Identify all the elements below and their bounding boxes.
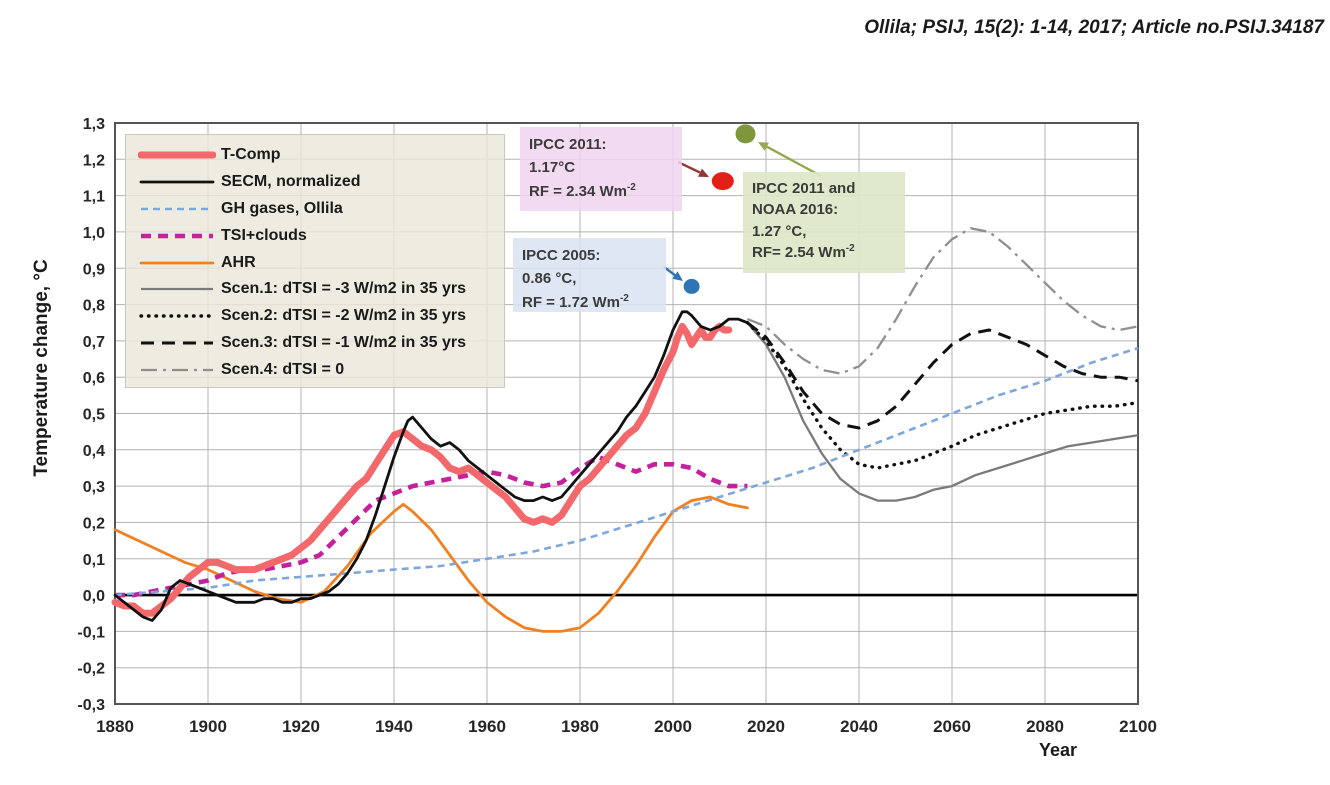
annotation-line: RF = 2.34 Wm-2 bbox=[529, 181, 636, 200]
x-tick-label: 2100 bbox=[1119, 717, 1157, 736]
annotation-line: 1.17°C bbox=[529, 159, 576, 177]
legend-item-scen-1-dtsi-3-w-m2-in-35-yrs: Scen.1: dTSI = -3 W/m2 in 35 yrs bbox=[138, 276, 504, 303]
x-tick-label: 2060 bbox=[933, 717, 971, 736]
legend-item-ahr: AHR bbox=[138, 249, 504, 276]
annotation-line: RF = 1.72 Wm-2 bbox=[522, 292, 629, 311]
x-tick-label: 2080 bbox=[1026, 717, 1064, 736]
annotation-line: RF= 2.54 Wm-2 bbox=[752, 242, 855, 261]
legend-item-scen-2-dtsi-2-w-m2-in-35-yrs: Scen.2: dTSI = -2 W/m2 in 35 yrs bbox=[138, 303, 504, 330]
legend-item-scen-4-dtsi-0: Scen.4: dTSI = 0 bbox=[138, 356, 504, 383]
y-tick-label: 0,9 bbox=[83, 261, 105, 278]
x-tick-label: 2020 bbox=[747, 717, 785, 736]
superscript: -2 bbox=[626, 181, 636, 193]
legend: T-Comp SECM, normalized GH gases, Ollila TS… bbox=[125, 134, 505, 388]
y-tick-label: -0,1 bbox=[77, 624, 105, 641]
y-tick-label: 0,0 bbox=[83, 588, 105, 605]
y-tick-label: 0,6 bbox=[83, 370, 105, 387]
annotation-ipcc-2011: IPCC 2011: 1.17°C RF = 2.34 Wm-2 bbox=[520, 127, 682, 211]
y-tick-label: 1,1 bbox=[83, 189, 105, 206]
series-t-comp bbox=[111, 322, 733, 617]
ipcc-2005-arrow-head bbox=[672, 271, 683, 281]
legend-key-line bbox=[138, 151, 216, 159]
x-axis-title: Year bbox=[1038, 740, 1078, 760]
legend-item-label: AHR bbox=[221, 253, 256, 271]
annotation-line: NOAA 2016: bbox=[752, 201, 839, 219]
y-tick-label: 0,4 bbox=[83, 443, 105, 460]
x-tick-label: 2040 bbox=[840, 717, 878, 736]
series-scen-1-dtsi-3-w-m2-in-35-yrs bbox=[746, 321, 1139, 502]
legend-key-line bbox=[141, 341, 213, 345]
legend-key-line bbox=[139, 261, 215, 264]
legend-item-scen-3-dtsi-1-w-m2-in-35-yrs: Scen.3: dTSI = -1 W/m2 in 35 yrs bbox=[138, 330, 504, 357]
y-tick-label: 0,1 bbox=[83, 552, 105, 569]
y-tick-label: -0,3 bbox=[77, 697, 105, 714]
legend-item-tsi-clouds: TSI+clouds bbox=[138, 222, 504, 249]
y-tick-label: 1,2 bbox=[83, 152, 105, 169]
annotation-line: IPCC 2011 and bbox=[752, 180, 856, 197]
legend-item-label: SECM, normalized bbox=[221, 173, 361, 191]
legend-key-line bbox=[139, 314, 215, 318]
ipcc-2005-dot bbox=[683, 278, 700, 294]
legend-key-line bbox=[141, 233, 213, 239]
x-tick-label: 2000 bbox=[654, 717, 692, 736]
noaa-2016-arrow-head bbox=[758, 142, 769, 151]
legend-key-line bbox=[141, 207, 213, 211]
superscript: -2 bbox=[619, 292, 629, 304]
x-tick-label: 1980 bbox=[561, 717, 599, 736]
legend-key-line bbox=[139, 180, 215, 184]
y-tick-label: 0,5 bbox=[83, 407, 105, 424]
annotation-noaa-2016: IPCC 2011 and NOAA 2016: 1.27 °C, RF= 2.… bbox=[743, 172, 905, 273]
series-tsi-clouds bbox=[115, 454, 748, 598]
annotation-line: IPCC 2005: bbox=[522, 247, 601, 264]
y-tick-label: 0,2 bbox=[83, 515, 105, 532]
y-tick-label: 0,3 bbox=[83, 479, 105, 496]
plot-border bbox=[114, 122, 1139, 705]
annotation-line: IPCC 2011: bbox=[529, 136, 607, 153]
noaa-2016-dot bbox=[735, 124, 756, 144]
annotation-line: 0.86 °C, bbox=[522, 270, 577, 288]
ipcc-2011-dot bbox=[711, 172, 734, 191]
x-tick-label: 1940 bbox=[375, 717, 413, 736]
x-tick-label: 1960 bbox=[468, 717, 506, 736]
legend-item-gh-gases-ollila: GH gases, Ollila bbox=[138, 196, 504, 223]
y-tick-label: 1,3 bbox=[83, 116, 105, 133]
x-tick-label: 1880 bbox=[96, 717, 134, 736]
series-gh-gases-ollila bbox=[114, 346, 1139, 597]
legend-item-t-comp: T-Comp bbox=[138, 142, 504, 169]
ipcc-2011-arrow-head bbox=[698, 168, 709, 177]
legend-item-label: GH gases, Ollila bbox=[221, 199, 343, 217]
y-tick-label: 1,0 bbox=[83, 225, 105, 242]
legend-item-label: Scen.3: dTSI = -1 W/m2 in 35 yrs bbox=[221, 333, 466, 351]
legend-key-line bbox=[141, 288, 213, 291]
legend-item-label: Scen.2: dTSI = -2 W/m2 in 35 yrs bbox=[221, 307, 466, 325]
noaa-2016-arrow bbox=[766, 145, 822, 178]
annotation-ipcc-2005: IPCC 2005: 0.86 °C, RF = 1.72 Wm-2 bbox=[513, 238, 666, 312]
legend-item-label: Scen.1: dTSI = -3 W/m2 in 35 yrs bbox=[221, 280, 466, 298]
legend-item-label: TSI+clouds bbox=[221, 226, 307, 244]
series-secm-normalized bbox=[113, 310, 749, 622]
legend-item-secm-normalized: SECM, normalized bbox=[138, 169, 504, 196]
y-tick-label: 0,7 bbox=[83, 334, 105, 351]
superscript: -2 bbox=[845, 242, 855, 254]
citation-header: Ollila; PSIJ, 15(2): 1-14, 2017; Article… bbox=[864, 17, 1324, 38]
series-scen-4-dtsi-0 bbox=[746, 227, 1139, 375]
x-tick-label: 1920 bbox=[282, 717, 320, 736]
y-tick-label: 0,8 bbox=[83, 298, 105, 315]
y-axis-title: Temperature change, °C bbox=[31, 259, 52, 477]
legend-key-line bbox=[141, 368, 213, 371]
y-tick-label: -0,2 bbox=[77, 661, 105, 678]
x-tick-label: 1900 bbox=[189, 717, 227, 736]
annotation-line: 1.27 °C, bbox=[752, 222, 807, 240]
legend-item-label: T-Comp bbox=[221, 146, 281, 164]
series-scen-2-dtsi-2-w-m2-in-35-yrs bbox=[745, 321, 1140, 470]
legend-item-label: Scen.4: dTSI = 0 bbox=[221, 360, 345, 378]
series-scen-3-dtsi-1-w-m2-in-35-yrs bbox=[746, 321, 1139, 430]
